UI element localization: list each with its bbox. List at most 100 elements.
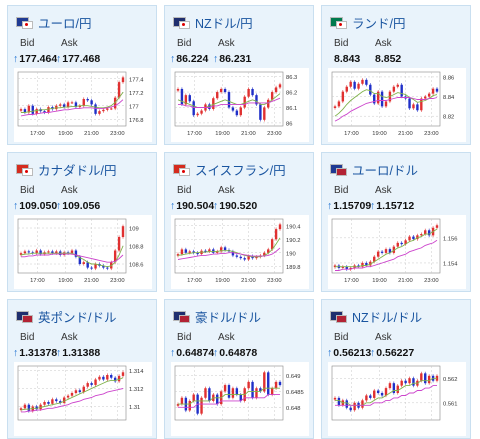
- intraday-chart[interactable]: 8.86 8.84 8.82 17:00 19:00 21:00 23:00: [328, 68, 466, 142]
- pair-link[interactable]: ユーロ/円: [16, 12, 91, 32]
- candle-body: [361, 262, 364, 267]
- rate-tile[interactable]: ユーロ/円 Bid Ask ↑177.464 ↑177.468 177.4 177.2 177…: [7, 5, 157, 145]
- pair-link[interactable]: NZドル/円: [173, 12, 253, 32]
- candle-body: [86, 99, 89, 101]
- intraday-chart[interactable]: 1.314 1.312 1.31: [14, 362, 152, 436]
- up-arrow-icon: ↑: [56, 53, 62, 65]
- intraday-chart[interactable]: 109 108.8 108.6 17:00 19:00 21:00 23:00: [14, 215, 152, 289]
- candle-body: [180, 249, 184, 255]
- pair-name: ユーロ/円: [38, 16, 92, 31]
- pair-link[interactable]: NZドル/ドル: [330, 306, 422, 326]
- rate-tile[interactable]: スイスフラン/円 Bid Ask ↑190.504 ↑190.520 190.4 190.2…: [164, 152, 314, 292]
- candle-body: [113, 377, 117, 382]
- candle-body: [255, 388, 258, 398]
- ma-short-line: [178, 387, 280, 405]
- intraday-chart[interactable]: 0.649 0.6485 0.648: [171, 362, 309, 436]
- ma-long-line: [178, 97, 281, 108]
- candle-body: [70, 102, 74, 104]
- plot-frame: [174, 218, 284, 274]
- y-tick-label: 176.8: [129, 118, 144, 124]
- x-tick-label: 23:00: [110, 131, 125, 137]
- rate-tile[interactable]: ユーロ/ドル Bid Ask ↑1.15709 ↑1.15712 1.156 1.154 17…: [321, 152, 471, 292]
- candle-body: [35, 109, 38, 114]
- pair-name: NZドル/円: [195, 16, 253, 31]
- candle-body: [404, 380, 407, 384]
- x-tick-label: 23:00: [110, 278, 125, 284]
- candle-body: [102, 109, 105, 112]
- intraday-chart[interactable]: 86.3 86.2 86.1 86 17:00 19:00 21:00 23:00: [171, 68, 309, 142]
- candle-body: [369, 84, 372, 95]
- candle-body: [431, 88, 435, 94]
- y-tick-label: 0.562: [443, 377, 458, 383]
- candle-body: [376, 251, 380, 257]
- candle-body: [121, 372, 125, 376]
- pair-link[interactable]: 英ポンド/ドル: [16, 306, 116, 326]
- candle-body: [117, 237, 121, 251]
- intraday-chart[interactable]: 190.4 190.2 190 189.8 17:00 19:00 21:00 23:00: [171, 215, 309, 289]
- bid-quote: ↑177.464: [13, 53, 57, 65]
- rate-tile[interactable]: 英ポンド/ドル Bid Ask ↑1.31378 ↑1.31388 1.314 1.312 1…: [7, 299, 157, 439]
- up-arrow-icon: ↑: [370, 347, 376, 359]
- ask-label: Ask: [375, 38, 392, 49]
- chart-svg: 86.3 86.2 86.1 86 17:00 19:00 21:00 23:00: [174, 71, 297, 137]
- candle-body: [412, 378, 415, 386]
- candle-body: [86, 262, 89, 268]
- candle-body: [263, 252, 266, 256]
- chart-svg: 109 108.8 108.6 17:00 19:00 21:00 23:00: [17, 218, 144, 284]
- bid-label: Bid: [177, 332, 192, 343]
- y-tick-label: 190.4: [286, 224, 301, 230]
- ask-quote: ↑1.15712: [370, 200, 414, 212]
- candle-body: [353, 81, 356, 89]
- currency-flag-icon: [173, 310, 190, 323]
- ma-long-line: [178, 394, 280, 408]
- rate-tile[interactable]: NZドル/円 Bid Ask ↑86.224 ↑86.231 86.3 86.2 86.1 86…: [164, 5, 314, 145]
- rate-tile[interactable]: 豪ドル/ドル Bid Ask ↑0.64874 ↑0.64878 0.649 0.6485 0…: [164, 299, 314, 439]
- y-tick-label: 1.156: [443, 236, 458, 242]
- candle-body: [43, 402, 46, 405]
- ma-short-line: [177, 93, 281, 108]
- pair-link[interactable]: スイスフラン/円: [173, 159, 286, 179]
- candle-body: [270, 388, 274, 395]
- y-tick-label: 86.2: [286, 91, 297, 97]
- candle-body: [427, 93, 431, 97]
- y-tick-label: 1.314: [129, 369, 144, 375]
- x-tick-label: 21:00: [84, 131, 99, 137]
- candle-body: [74, 390, 78, 393]
- up-arrow-icon: ↑: [370, 200, 376, 212]
- rate-tile[interactable]: ランド/円 Bid Ask 8.843 8.852 8.86 8.84 8.82 17:00 19…: [321, 5, 471, 145]
- pair-link[interactable]: ランド/円: [330, 12, 405, 32]
- candle-body: [384, 101, 388, 107]
- candle-body: [239, 256, 242, 259]
- candle-body: [373, 256, 376, 262]
- ma-long-line: [21, 253, 124, 263]
- pair-link[interactable]: 豪ドル/ドル: [173, 306, 261, 326]
- intraday-chart[interactable]: 1.156 1.154 17:00 19:00 21:00 23:00: [328, 215, 466, 289]
- bid-quote: ↑86.224: [170, 53, 208, 65]
- pair-link[interactable]: カナダドル/円: [16, 159, 116, 179]
- x-tick-label: 23:00: [424, 278, 439, 284]
- intraday-chart[interactable]: 177.4 177.2 177 176.8 17:00 19:00 21:00 23:00: [14, 68, 152, 142]
- intraday-chart[interactable]: 0.562 0.561: [328, 362, 466, 436]
- y-tick-label: 177.4: [129, 77, 144, 83]
- candle-body: [74, 250, 78, 257]
- up-arrow-icon: ↑: [13, 347, 19, 359]
- candle-body: [70, 393, 74, 396]
- x-tick-label: 23:00: [424, 131, 439, 137]
- y-tick-label: 108.6: [129, 263, 144, 269]
- flag-dot-icon: [339, 22, 342, 26]
- pair-link[interactable]: ユーロ/ドル: [330, 159, 418, 179]
- candle-body: [373, 94, 376, 104]
- x-tick-label: 19:00: [372, 278, 387, 284]
- x-tick-label: 17:00: [30, 278, 45, 284]
- candle-body: [35, 250, 38, 254]
- bid-quote: ↑0.64874: [170, 347, 214, 359]
- rate-tile[interactable]: カナダドル/円 Bid Ask ↑109.050 ↑109.056 109 108.8 108…: [7, 152, 157, 292]
- candle-body: [365, 395, 368, 401]
- rate-tile[interactable]: NZドル/ドル Bid Ask ↑0.56213 ↑0.56227 0.562 0.561: [321, 299, 471, 439]
- candle-body: [396, 84, 399, 87]
- pair-name: 豪ドル/ドル: [195, 310, 261, 325]
- bid-quote: ↑1.31378: [13, 347, 57, 359]
- pair-name: ランド/円: [352, 16, 406, 31]
- candle-body: [349, 407, 352, 411]
- ask-label: Ask: [218, 332, 235, 343]
